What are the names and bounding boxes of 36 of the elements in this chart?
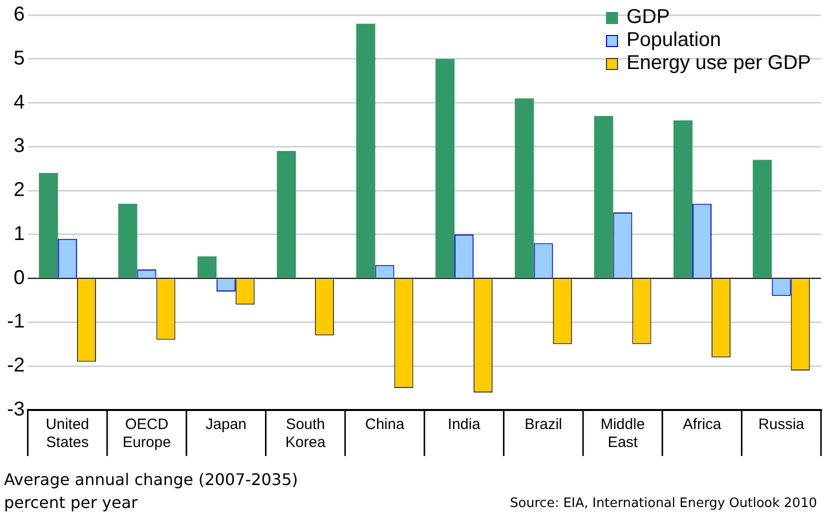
y-tick-label: 6 xyxy=(14,4,25,26)
source-note: Source: EIA, International Energy Outlook 2010 xyxy=(510,496,817,511)
text: Average annual change (2007-2035) xyxy=(4,470,298,489)
y-tick-label: 3 xyxy=(14,135,25,158)
x-tick-label: Japan xyxy=(206,416,247,434)
bar xyxy=(673,120,692,278)
x-tick-label: OECD Europe xyxy=(122,416,171,452)
x-tick-label: Russia xyxy=(758,416,805,434)
bar xyxy=(435,58,455,278)
y-tick-label: -2 xyxy=(6,354,25,377)
y-tick-label: 1 xyxy=(14,222,25,245)
y-tick-label: 5 xyxy=(14,47,25,70)
bar xyxy=(276,151,296,278)
y-tick-label: 4 xyxy=(14,91,25,114)
y-tick-label: -3 xyxy=(6,398,25,421)
x-tick-label: South Korea xyxy=(285,416,326,452)
y-tick-label: 2 xyxy=(14,179,25,202)
x-tick-label: United States xyxy=(46,416,90,452)
text: percent per year xyxy=(4,493,138,512)
legend-label: Population xyxy=(626,29,721,52)
bar xyxy=(38,173,58,278)
x-tick-label: China xyxy=(365,416,405,434)
y-tick-label: 0 xyxy=(14,266,25,289)
bar xyxy=(198,256,217,278)
y-tick-label: -1 xyxy=(6,310,25,333)
x-tick-label: Middle East xyxy=(600,416,645,452)
bar xyxy=(356,24,376,278)
bar xyxy=(752,160,772,278)
bar xyxy=(514,98,534,278)
bar xyxy=(118,204,138,278)
x-tick-label: India xyxy=(448,416,481,434)
legend-label: Energy use per GDP xyxy=(626,52,811,75)
x-tick-label: Africa xyxy=(682,416,722,434)
bar xyxy=(594,116,614,278)
legend-label: GDP xyxy=(626,6,670,29)
x-tick-label: Brazil xyxy=(524,416,562,434)
